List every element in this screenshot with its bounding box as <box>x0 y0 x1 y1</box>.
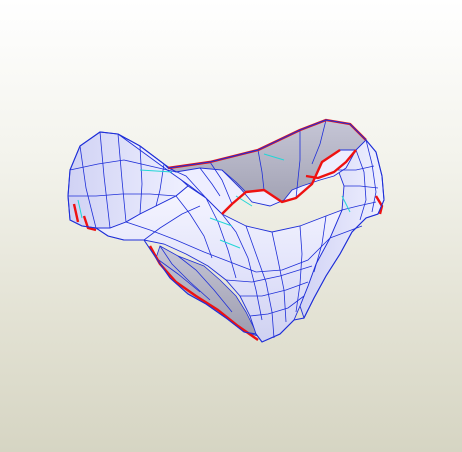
crease-lines <box>77 153 351 249</box>
model-silhouette <box>67 119 385 343</box>
front-band <box>94 185 343 343</box>
